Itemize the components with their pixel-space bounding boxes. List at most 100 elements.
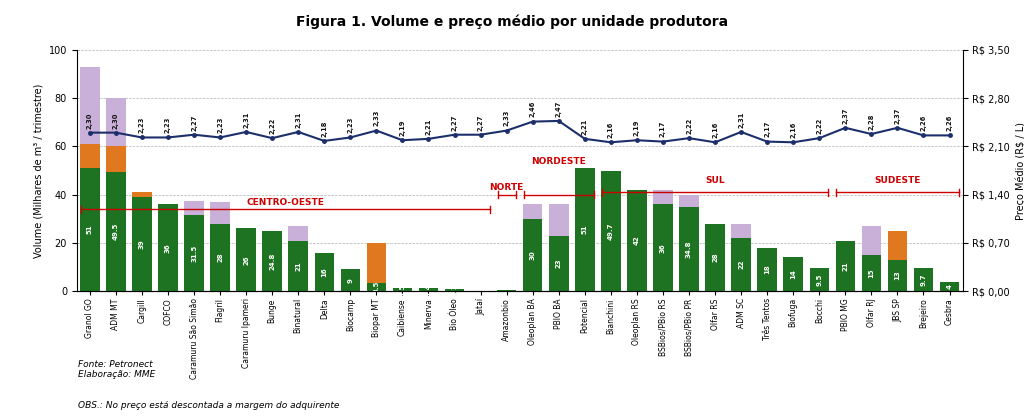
Text: Figura 1. Volume e preço médio por unidade produtora: Figura 1. Volume e preço médio por unida…	[296, 15, 728, 29]
Bar	[783, 258, 803, 291]
Bar	[289, 240, 308, 291]
Text: 23: 23	[556, 259, 562, 268]
Text: 2,21: 2,21	[582, 118, 588, 135]
Bar	[731, 238, 751, 291]
Text: 2,21: 2,21	[426, 118, 431, 135]
Text: 2,16: 2,16	[712, 122, 718, 138]
Text: 2,23: 2,23	[347, 117, 353, 134]
Bar	[341, 270, 360, 291]
Text: 2,23: 2,23	[165, 117, 171, 134]
Text: 24.8: 24.8	[269, 253, 275, 270]
Text: 1.1: 1.1	[452, 284, 458, 296]
Bar	[549, 236, 568, 291]
Text: CENTRO-OESTE: CENTRO-OESTE	[247, 198, 325, 207]
Text: 39: 39	[139, 239, 145, 249]
Text: 2,47: 2,47	[556, 100, 562, 117]
Text: 2,22: 2,22	[686, 118, 692, 134]
Bar	[132, 197, 152, 291]
Text: 2,23: 2,23	[139, 117, 145, 134]
Text: 2,17: 2,17	[659, 121, 666, 137]
Text: 2,46: 2,46	[529, 101, 536, 117]
Bar	[367, 243, 386, 283]
Text: 2,19: 2,19	[399, 120, 406, 136]
Bar	[523, 204, 543, 219]
Bar	[888, 260, 907, 291]
Bar	[80, 67, 99, 144]
Bar	[601, 171, 621, 291]
Text: 21: 21	[843, 261, 848, 271]
Text: 9: 9	[347, 278, 353, 283]
Bar	[940, 282, 959, 291]
Text: 2,27: 2,27	[191, 114, 197, 131]
Text: 14: 14	[791, 270, 797, 279]
Text: 22: 22	[738, 260, 744, 270]
Bar	[392, 287, 413, 291]
Text: 49.7: 49.7	[608, 223, 613, 240]
Text: 2,33: 2,33	[504, 110, 510, 126]
Bar	[367, 283, 386, 291]
Text: NORDESTE: NORDESTE	[531, 157, 586, 166]
Bar	[184, 215, 204, 291]
Text: 31.5: 31.5	[191, 245, 197, 262]
Text: 42: 42	[634, 235, 640, 245]
Text: 26: 26	[243, 255, 249, 265]
Text: 49.5: 49.5	[113, 223, 119, 240]
Y-axis label: Preço Médio (R$ / L): Preço Médio (R$ / L)	[1016, 121, 1024, 220]
Bar	[262, 231, 282, 291]
Bar	[80, 144, 99, 168]
Text: 2,37: 2,37	[894, 107, 900, 124]
Text: Fonte: Petronect
Elaboração: MME: Fonte: Petronect Elaboração: MME	[78, 360, 156, 379]
Text: 2,22: 2,22	[269, 118, 275, 134]
Text: 2,30: 2,30	[113, 112, 119, 129]
Bar	[810, 268, 829, 291]
Text: 2,22: 2,22	[816, 118, 822, 134]
Bar	[184, 201, 204, 215]
Text: 2,33: 2,33	[374, 110, 380, 126]
Bar	[159, 204, 178, 291]
Text: SUDESTE: SUDESTE	[874, 176, 921, 185]
Bar	[836, 240, 855, 291]
Text: 18: 18	[764, 265, 770, 275]
Bar	[653, 204, 673, 291]
Text: 28: 28	[217, 253, 223, 262]
Text: 2,19: 2,19	[634, 120, 640, 136]
Text: 2,30: 2,30	[87, 112, 93, 129]
Text: 2,27: 2,27	[477, 114, 483, 131]
Text: 2,26: 2,26	[921, 115, 927, 131]
Bar	[731, 224, 751, 238]
Bar	[679, 207, 698, 291]
Text: OBS.: No preço está descontada a margem do adquirente: OBS.: No preço está descontada a margem …	[78, 401, 339, 411]
Text: 2,16: 2,16	[608, 122, 613, 138]
Text: 36: 36	[165, 243, 171, 253]
Text: NORTE: NORTE	[489, 183, 524, 192]
Bar	[210, 224, 229, 291]
Text: 1.5: 1.5	[399, 283, 406, 296]
Bar	[888, 231, 907, 260]
Bar	[80, 168, 99, 291]
Text: 2,26: 2,26	[946, 115, 952, 131]
Text: 30: 30	[529, 250, 536, 260]
Text: 9.7: 9.7	[921, 273, 927, 286]
Bar	[497, 290, 516, 291]
Text: 28: 28	[712, 253, 718, 262]
Bar	[679, 195, 698, 207]
Text: 2,27: 2,27	[452, 114, 458, 131]
Bar	[444, 289, 464, 291]
Bar	[758, 248, 777, 291]
Bar	[706, 224, 725, 291]
Text: 2,17: 2,17	[764, 121, 770, 137]
Bar	[913, 268, 933, 291]
Bar	[106, 172, 126, 291]
Text: 2,28: 2,28	[868, 114, 874, 130]
Text: 51: 51	[582, 225, 588, 235]
Bar	[106, 146, 126, 172]
Bar	[419, 288, 438, 291]
Text: 51: 51	[87, 225, 93, 235]
Bar	[132, 192, 152, 197]
Bar	[237, 228, 256, 291]
Bar	[861, 226, 881, 255]
Bar	[210, 202, 229, 224]
Bar	[106, 98, 126, 146]
Text: 2,23: 2,23	[217, 117, 223, 134]
Text: 2,31: 2,31	[243, 111, 249, 128]
